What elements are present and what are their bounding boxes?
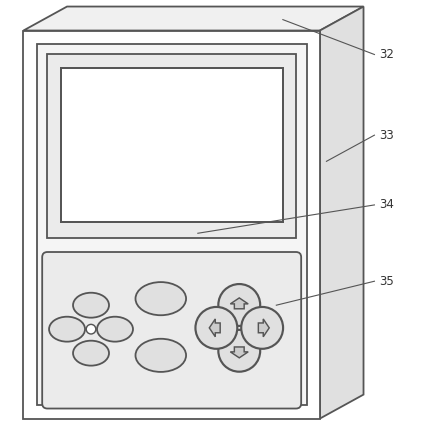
Bar — [60, 68, 283, 222]
Polygon shape — [23, 7, 363, 31]
Text: 32: 32 — [379, 48, 394, 61]
Polygon shape — [320, 7, 363, 419]
Ellipse shape — [73, 293, 109, 318]
Text: 33: 33 — [379, 129, 393, 142]
Polygon shape — [230, 298, 248, 309]
Ellipse shape — [135, 282, 186, 315]
Polygon shape — [209, 319, 220, 337]
Text: 34: 34 — [379, 198, 394, 211]
Circle shape — [195, 307, 237, 349]
Circle shape — [218, 284, 260, 326]
Circle shape — [241, 307, 283, 349]
Polygon shape — [230, 347, 248, 358]
Bar — [23, 31, 320, 419]
Circle shape — [218, 330, 260, 371]
Text: 35: 35 — [379, 275, 393, 288]
Ellipse shape — [97, 317, 133, 342]
Ellipse shape — [49, 317, 85, 342]
Bar — [37, 44, 307, 405]
Polygon shape — [258, 319, 269, 337]
FancyBboxPatch shape — [42, 252, 301, 409]
Bar — [47, 54, 296, 238]
Ellipse shape — [73, 341, 109, 366]
Circle shape — [86, 324, 96, 334]
Ellipse shape — [135, 339, 186, 372]
